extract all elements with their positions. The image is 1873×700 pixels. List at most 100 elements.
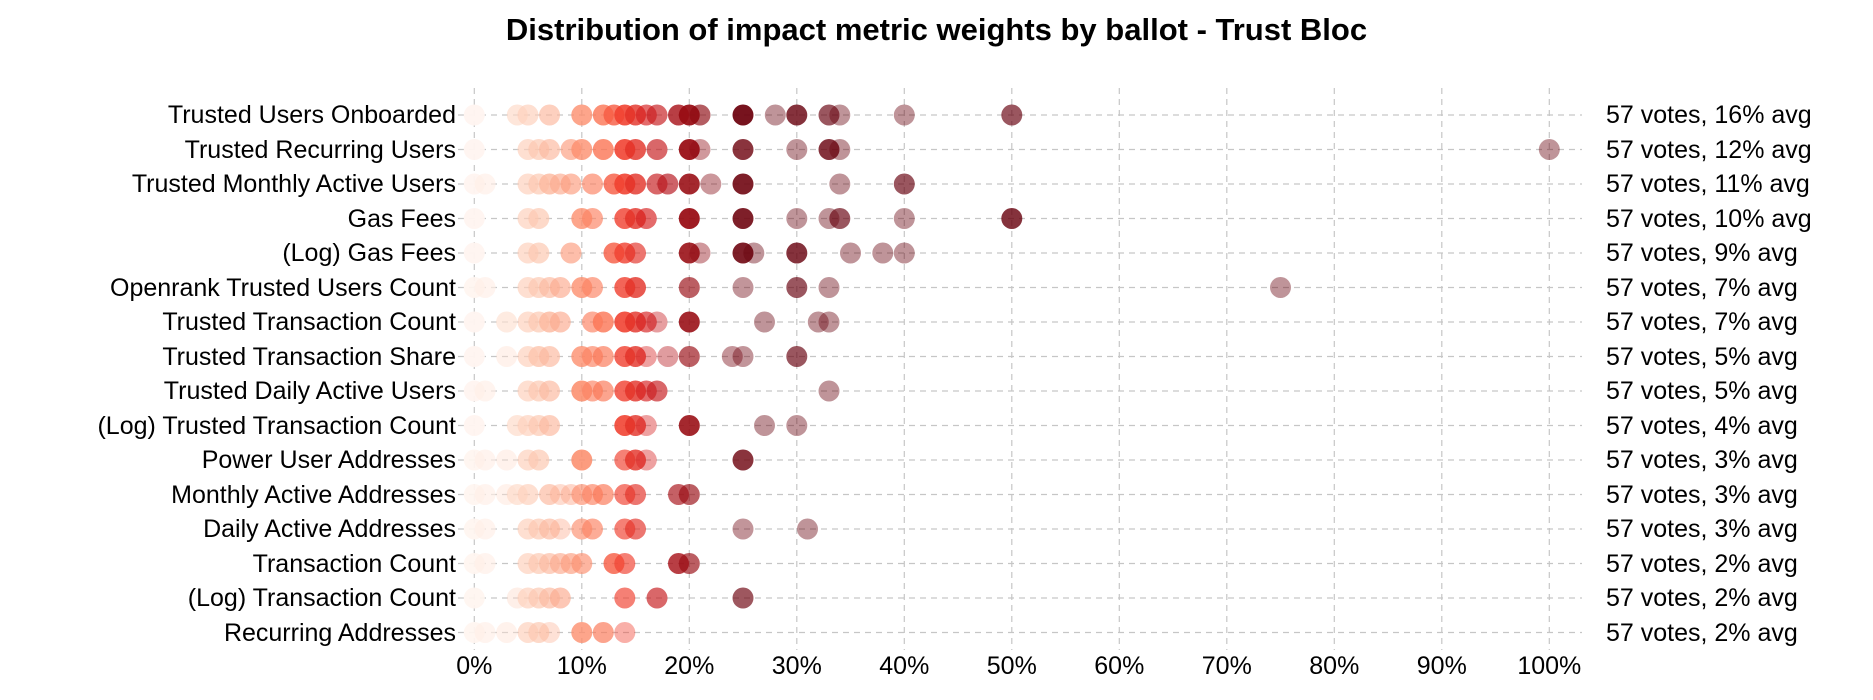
vote-dot [818,380,840,402]
row-annotation: 57 votes, 3% avg [1606,446,1798,474]
row-annotation: 57 votes, 11% avg [1606,170,1810,198]
vote-dot [1001,104,1023,126]
x-tick-label: 50% [986,652,1037,680]
vote-dot [807,311,829,333]
vote-dot [539,518,560,540]
vote-dot [829,208,851,229]
x-tick-label: 70% [1201,652,1252,680]
vote-dot [582,208,603,229]
vote-dot [474,518,496,540]
vote-dot [1001,208,1023,229]
vote-dot [786,346,808,367]
vote-dot [754,311,775,333]
row-annotation: 57 votes, 2% avg [1606,584,1798,612]
row-label: Trusted Transaction Count [162,308,456,336]
vote-dot [474,380,496,402]
vote-dot [560,242,582,264]
vote-dot [797,518,818,540]
vote-dot [463,311,485,333]
vote-dot [829,104,851,126]
x-tick-label: 10% [556,652,607,680]
row-annotation: 57 votes, 5% avg [1606,377,1798,405]
vote-dot [872,242,894,264]
vote-dot [625,449,646,471]
row-label: Monthly Active Addresses [171,480,456,509]
x-tick-label: 90% [1416,652,1467,680]
vote-dot [539,346,560,367]
vote-dot [571,553,593,574]
vote-dot [689,104,711,126]
vote-dot [818,139,840,160]
x-tick-label: 0% [456,652,493,680]
vote-dot [592,380,614,402]
vote-dot [539,380,560,402]
vote-dot [893,104,915,126]
vote-dot [463,346,485,367]
vote-dot [818,311,840,333]
row-annotation: 57 votes, 16% avg [1606,101,1812,129]
vote-dot [474,484,496,505]
vote-dot [528,449,550,471]
vote-dot [678,208,700,229]
vote-dot [829,173,851,195]
vote-dot [539,622,560,643]
vote-dot [571,622,593,643]
vote-dot [754,415,775,436]
vote-dot [539,484,560,505]
vote-dot [635,449,657,471]
row-annotation: 57 votes, 2% avg [1606,618,1798,647]
vote-dot [474,553,496,574]
vote-dot [474,449,496,471]
vote-dot [592,139,614,160]
vote-dot [635,311,657,333]
row-label: Trusted Transaction Share [162,342,456,371]
vote-dot [732,277,754,298]
vote-dot [474,622,496,643]
vote-dot [517,484,539,505]
vote-dot [743,242,765,264]
vote-dot [657,346,679,367]
x-tick-label: 60% [1094,652,1145,680]
vote-dot [592,622,614,643]
vote-dot [625,139,646,160]
vote-dot [614,622,636,643]
vote-dot [678,311,700,333]
vote-dot [463,587,485,609]
row-label: Transaction Count [252,549,456,578]
vote-dot [582,173,603,195]
row-annotation: 57 votes, 4% avg [1606,411,1798,440]
vote-dot [732,242,754,264]
row-label: Power User Addresses [201,446,456,474]
vote-dot [463,415,485,436]
x-tick-label: 20% [664,652,715,680]
vote-dot [549,587,571,609]
vote-dot [678,484,700,505]
vote-dot [614,553,636,574]
vote-dot [582,518,603,540]
vote-dot [678,173,700,195]
vote-dot [539,415,560,436]
vote-dot [700,173,722,195]
vote-dot [786,415,808,436]
row-annotation: 57 votes, 7% avg [1606,273,1798,302]
vote-dot [786,208,808,229]
vote-dot [463,208,485,229]
vote-dot [592,311,614,333]
row-label: (Log) Gas Fees [282,239,456,267]
vote-dot [721,346,743,367]
vote-dot [549,277,571,298]
row-annotation: 57 votes, 7% avg [1606,308,1798,336]
vote-dot [646,380,668,402]
vote-dot [517,104,539,126]
row-annotation: 57 votes, 12% avg [1606,135,1812,164]
vote-dot [829,139,851,160]
x-tick-label: 30% [771,652,822,680]
x-tick-label: 80% [1309,652,1360,680]
vote-dot [678,346,700,367]
vote-dot [678,553,700,574]
row-annotation: 57 votes, 3% avg [1606,480,1798,509]
